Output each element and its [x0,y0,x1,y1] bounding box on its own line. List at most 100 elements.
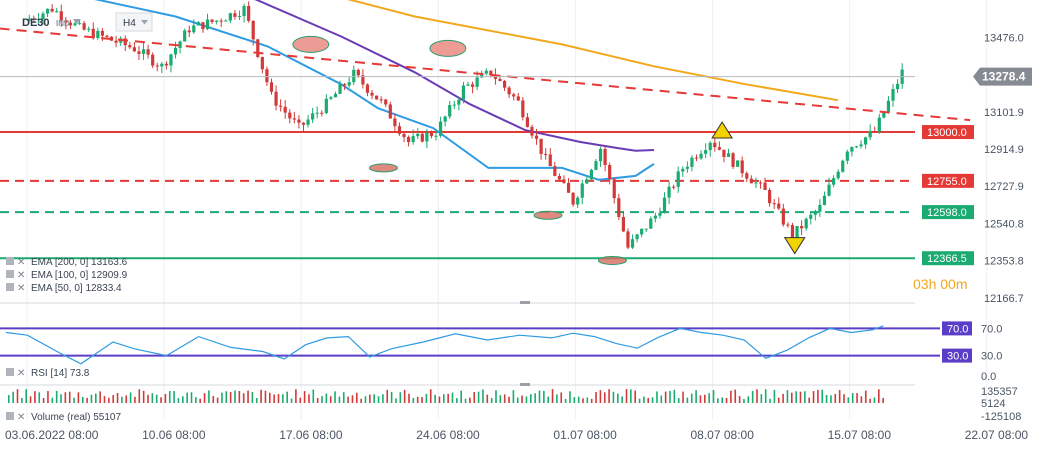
candle-body [32,18,36,20]
volume-bar [625,389,628,403]
candle-body [877,117,881,133]
candle-body [736,160,740,167]
volume-bar [295,389,297,403]
close-icon[interactable]: ✕ [17,412,25,423]
volume-bar [160,397,162,403]
volume-bar [456,398,458,403]
volume-bar [617,393,619,403]
candle-body [786,224,790,226]
close-icon[interactable]: ✕ [17,283,25,294]
volume-bar [717,398,719,403]
settings-icon[interactable] [6,257,14,265]
candle-body [452,104,456,106]
indicator-legend: EMA [100, 0] 12909.9 [31,270,128,281]
price-tick-label: 12540.8 [984,219,1024,231]
candle-body [553,166,557,176]
volume-bar [482,389,484,403]
close-icon[interactable]: ✕ [17,368,25,379]
candle-body [813,211,817,215]
candle-body [571,192,575,205]
volume-bar [81,396,84,403]
volume-bar [647,397,650,403]
candle-body [498,78,502,82]
volume-bar [103,396,106,403]
volume-bar [534,393,536,403]
volume-bar [325,393,328,403]
candle-body [644,228,648,230]
volume-bar [804,391,806,403]
candle-body [868,130,872,138]
candle-body [356,69,360,76]
volume-bar [16,389,19,403]
volume-bar [173,391,175,403]
timeframe-select[interactable] [115,12,153,32]
candle-body [251,20,255,40]
candle-body [891,89,895,101]
settings-icon[interactable] [6,368,14,376]
candle-body [640,228,644,235]
settings-icon[interactable] [6,283,14,291]
candle-body [109,36,114,41]
volume-bar [29,396,32,403]
candle-body [521,100,525,118]
volume-bar [656,391,658,403]
volume-bar [360,398,362,403]
volume-bar [521,395,523,403]
volume-bar [12,391,14,403]
volume-bar [538,390,541,403]
close-icon[interactable]: ✕ [17,270,25,281]
chevron-down-icon[interactable] [73,19,81,24]
candle-body [160,63,164,67]
volume-tick-label: 135357 [981,386,1018,398]
volume-bar [147,394,149,403]
candle-body [91,28,95,39]
volume-bar [356,392,358,403]
volume-bar [730,390,732,403]
candle-body [96,30,100,39]
volume-bar [334,391,336,403]
candle-body [841,160,845,172]
volume-bar [108,397,110,403]
volume-bar [864,390,867,403]
candle-body [717,147,721,150]
candle-body [306,119,310,125]
volume-bar [38,392,41,403]
candle-countdown: 03h 00m [913,276,967,292]
volume-bar [595,392,597,403]
price-tick-label: 12914.9 [984,144,1024,156]
volume-bar [116,393,119,403]
candle-body [279,105,283,107]
highlight-ellipse [533,210,563,220]
candle-body [768,189,772,204]
settings-icon[interactable] [6,270,14,278]
candle-body [740,160,744,174]
candle-body [425,132,429,142]
volume-bar [269,392,271,403]
candle-body [635,234,639,240]
candle-body [649,218,653,229]
volume-bar [208,390,210,403]
close-icon[interactable]: ✕ [17,257,25,268]
candle-body [544,153,548,155]
candle-body [457,99,461,105]
volume-bar [856,393,858,403]
candle-body [397,126,402,134]
volume-bar [429,389,432,403]
candle-body [219,20,223,22]
candle-body [73,23,77,26]
candle-body [859,144,863,147]
settings-icon[interactable] [6,412,14,420]
volume-bar [551,389,554,403]
candle-body [379,99,383,101]
candle-body [178,41,182,48]
volume-bar [199,398,201,403]
candle-body [630,239,635,248]
volume-bar [556,394,558,403]
volume-bar [464,398,467,403]
symbol-label[interactable]: DE30 [22,17,50,29]
candle-body [749,178,753,184]
triangle-down-marker [783,237,806,255]
candle-body [863,137,868,145]
volume-bar [669,390,671,403]
